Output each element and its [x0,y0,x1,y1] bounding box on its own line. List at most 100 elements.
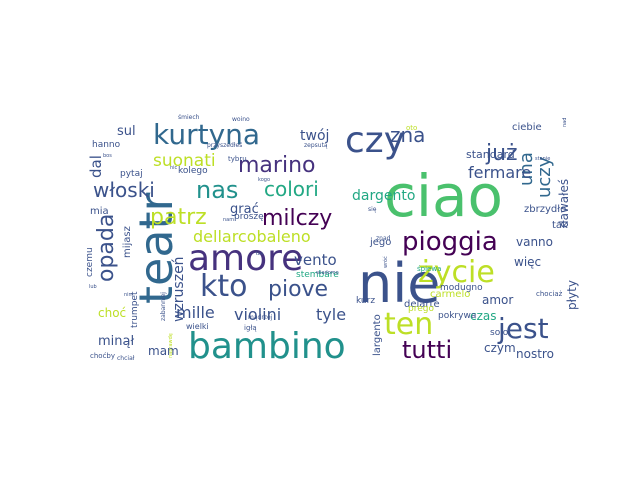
word-22: colori [264,177,319,201]
word-48: nostro [516,347,554,361]
word-17: patrz [150,205,207,230]
word-76: choćby [90,352,115,360]
word-72: wielki [186,322,209,331]
word-45: czas [470,309,497,323]
word-65: stembare [296,270,339,280]
word-83: woino [232,116,250,123]
word-62: kurz [356,296,375,306]
word-68: kolego [178,166,208,176]
word-21: piove [268,277,328,302]
word-2: nie [358,252,440,315]
word-30: mille [176,303,215,322]
word-93: nic [170,165,178,171]
word-82: zepsutą [304,142,328,149]
word-71: proszę [234,212,264,222]
word-10: ten [384,307,433,342]
word-33: dargento [352,188,415,204]
word-61: pokrywa [438,311,476,321]
word-31: violini [234,305,281,324]
word-81: tybru [228,155,247,163]
word-86: znad [376,235,391,242]
word-7: kurtyna [153,118,260,151]
word-1: ciao [384,162,503,230]
word-16: milczy [262,206,332,231]
word-20: opada [94,214,119,282]
word-63: prego [408,304,434,314]
word-92: bos [103,153,112,159]
word-12: pioggia [402,227,498,257]
word-35: sul [117,124,136,139]
word-43: minął [98,334,134,349]
word-47: czym [484,341,516,355]
word-27: fermare [468,163,531,182]
word-53: mijasz [122,226,133,258]
word-39: vanno [516,235,553,249]
word-64: modugno [440,283,483,293]
word-8: kto [200,269,248,304]
word-89: wróć [382,256,389,268]
word-23: włoski [93,178,155,202]
word-6: czy [345,120,405,161]
word-67: czemu [85,247,95,277]
word-78: mądrzej [248,314,273,321]
word-66: trumpet [130,291,140,328]
word-11: życie [418,255,495,290]
word-52: mia [90,206,109,217]
word-group: ciao nie teatr amore bambino czy kurtyna kto jes… [85,114,579,367]
word-73: igłą [244,324,257,332]
word-69: pytaj [120,169,143,179]
word-94: kogo [258,177,270,183]
word-96: łza [256,251,263,257]
word-84: śmiech [178,114,200,121]
word-49: płyty [565,280,579,310]
word-88: wiadomo [316,270,339,276]
word-50: standard [466,148,515,161]
word-34: twój [300,128,329,144]
word-5: bambino [188,326,346,367]
word-51: ciebie [512,122,542,133]
word-18: już [485,141,518,166]
word-90: stanie [535,156,550,162]
word-44: choć [98,306,126,320]
word-80: przyszedłeś [207,142,242,149]
word-9: jest [497,312,549,345]
word-13: tutti [402,336,452,364]
word-32: tyle [316,305,346,324]
word-99: nim [124,292,134,298]
word-77: chciał [117,355,135,362]
word-41: wzruszeń [171,256,187,322]
word-58: carmelo [430,289,470,300]
word-36: dal [87,155,105,178]
word-87: się [368,206,377,213]
word-57: delarte [404,299,440,310]
word-28: dellarcobaleno [193,227,311,246]
word-79: zabanniej [160,292,167,321]
word-59: largento [372,314,383,356]
word-4: amore [188,238,303,279]
word-42: mam [148,344,179,358]
word-40: więc [514,255,541,269]
word-24: una [516,152,537,186]
word-70: hanno [92,140,121,150]
word-25: uczy [534,156,555,198]
word-26: suonati [153,151,216,171]
word-74: śpiewa [417,265,441,273]
word-85: oto [406,124,417,132]
word-46: amor [482,293,513,307]
word-54: jego [369,237,391,248]
word-98: naprawdę [168,333,174,358]
word-14: nas [196,176,238,204]
word-95: nam [223,217,234,223]
word-37: grać [230,202,259,217]
word-15: marino [238,153,315,178]
word-56: zbrzydło [524,204,566,215]
word-19: zna [390,123,425,147]
word-38: dawałeś [557,179,571,228]
word-91: nad [562,118,568,127]
word-55: tak [552,220,568,231]
word-75: chociaż [536,290,563,298]
word-29: vento [294,251,337,269]
word-3: teatr [129,192,183,304]
word-97: lub [89,284,97,290]
